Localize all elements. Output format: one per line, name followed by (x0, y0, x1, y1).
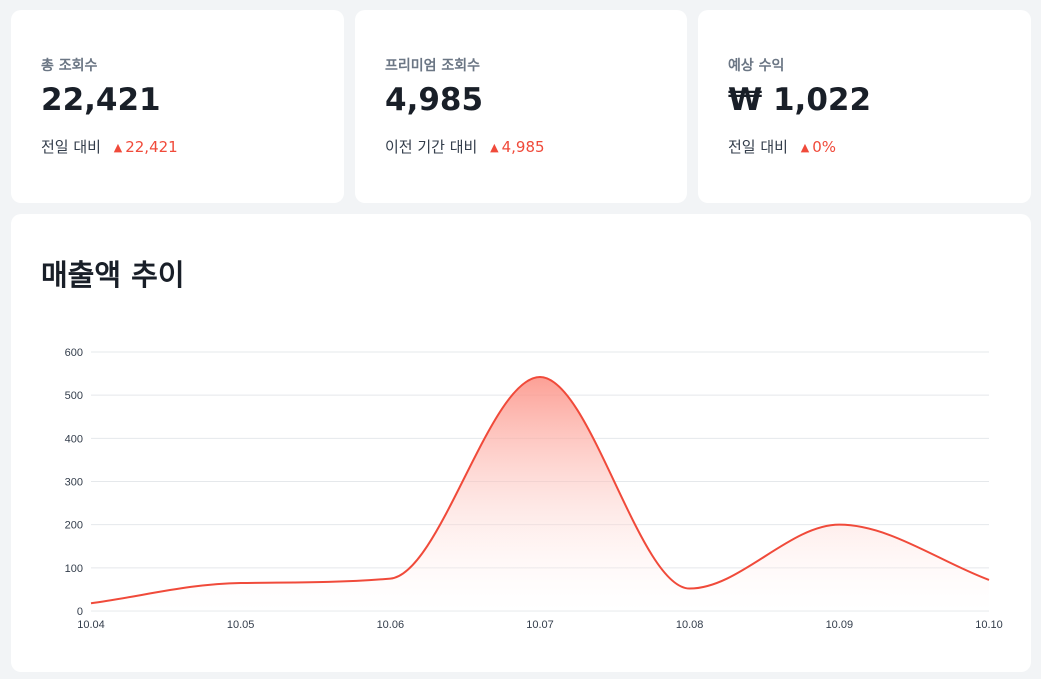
x-tick-label: 10.04 (77, 619, 105, 631)
delta-value: 0% (812, 138, 837, 156)
compare-label: 이전 기간 대비 (385, 138, 478, 156)
stat-value: 4,985 (385, 82, 484, 118)
x-tick-label: 10.09 (826, 619, 854, 631)
x-tick-label: 10.10 (975, 619, 1003, 631)
y-tick-label: 200 (65, 520, 83, 532)
stat-value: ₩ 1,022 (728, 82, 872, 118)
delta-value: 4,985 (501, 138, 545, 156)
compare-label: 전일 대비 (41, 138, 101, 156)
stat-card-premium-views: 프리미엄 조회수 4,985 이전 기간 대비 ▲ 4,985 (355, 10, 687, 203)
stat-label: 총 조회수 (41, 58, 98, 74)
y-tick-label: 400 (65, 433, 83, 445)
triangle-up-icon: ▲ (490, 141, 499, 154)
y-tick-label: 300 (65, 477, 83, 489)
x-tick-label: 10.06 (377, 619, 405, 631)
series-area-fill (91, 377, 989, 611)
stat-card-total-views: 총 조회수 22,421 전일 대비 ▲ 22,421 (11, 10, 344, 203)
delta-value: 22,421 (125, 138, 178, 156)
delta-indicator: ▲ 0% (801, 138, 836, 156)
y-tick-label: 500 (65, 390, 83, 402)
x-tick-label: 10.08 (676, 619, 704, 631)
stat-value: 22,421 (41, 82, 161, 118)
delta-indicator: ▲ 4,985 (490, 138, 544, 156)
stat-compare: 이전 기간 대비 ▲ 4,985 (385, 136, 657, 158)
y-tick-label: 100 (65, 563, 83, 575)
triangle-up-icon: ▲ (113, 141, 123, 154)
delta-indicator: ▲ 22,421 (114, 138, 178, 156)
stat-label: 프리미엄 조회수 (385, 58, 481, 74)
stat-label: 예상 수익 (728, 58, 785, 74)
revenue-trend-chart: 0 100 200 300 400 500 600 10.04 10.05 10.06 10.07 1… (65, 347, 1003, 631)
x-tick-label: 10.07 (526, 619, 554, 631)
stat-card-expected-revenue: 예상 수익 ₩ 1,022 전일 대비 ▲ 0% (698, 10, 1031, 203)
stat-compare: 전일 대비 ▲ 22,421 (41, 136, 314, 158)
x-tick-label: 10.05 (227, 619, 255, 631)
triangle-up-icon: ▲ (800, 141, 810, 154)
stat-compare: 전일 대비 ▲ 0% (728, 136, 1001, 158)
compare-label: 전일 대비 (728, 138, 788, 156)
revenue-trend-card: 매출액 추이 0 100 200 300 400 500 600 10.04 10.05 10.0… (11, 214, 1031, 672)
y-tick-label: 0 (77, 606, 83, 618)
chart-title: 매출액 추이 (41, 258, 185, 292)
y-tick-label: 600 (65, 347, 83, 359)
